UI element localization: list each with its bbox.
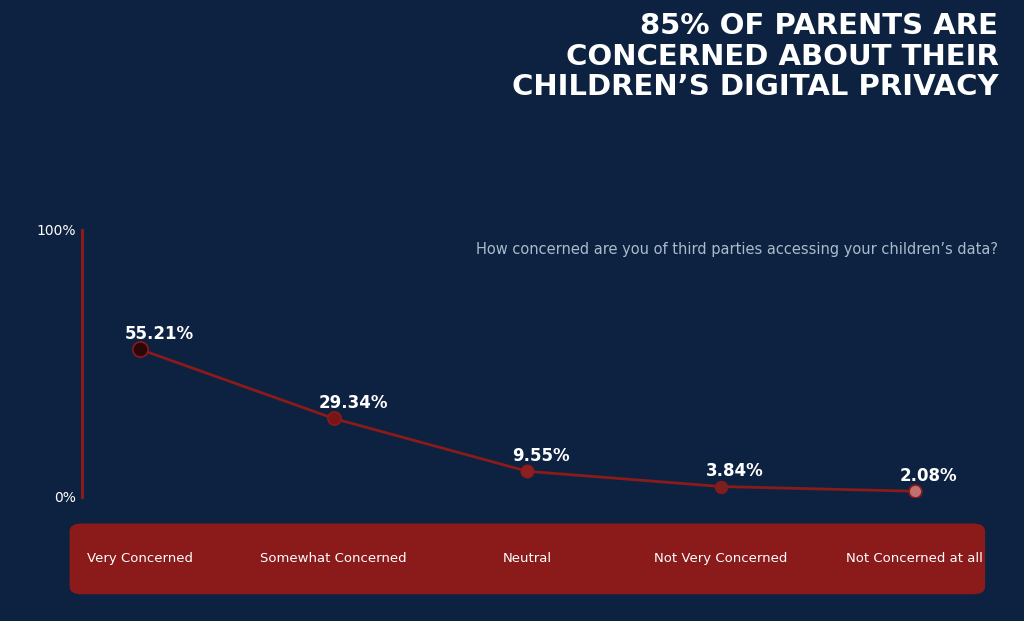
Text: 3.84%: 3.84% [706,462,763,480]
Text: 2.08%: 2.08% [899,466,956,484]
Text: How concerned are you of third parties accessing your children’s data?: How concerned are you of third parties a… [476,242,998,257]
Text: 9.55%: 9.55% [512,446,569,465]
Point [326,414,342,424]
Point [906,486,923,496]
Point [132,345,148,355]
Text: Not Concerned at all: Not Concerned at all [846,553,983,565]
Text: 29.34%: 29.34% [318,394,388,412]
Point [519,466,536,476]
Text: 55.21%: 55.21% [125,325,194,343]
Text: Neutral: Neutral [503,553,552,565]
Text: Very Concerned: Very Concerned [87,553,193,565]
Point [713,481,729,491]
Text: 85% OF PARENTS ARE
CONCERNED ABOUT THEIR
CHILDREN’S DIGITAL PRIVACY: 85% OF PARENTS ARE CONCERNED ABOUT THEIR… [512,12,998,101]
Text: Not Very Concerned: Not Very Concerned [654,553,787,565]
Text: Somewhat Concerned: Somewhat Concerned [260,553,407,565]
